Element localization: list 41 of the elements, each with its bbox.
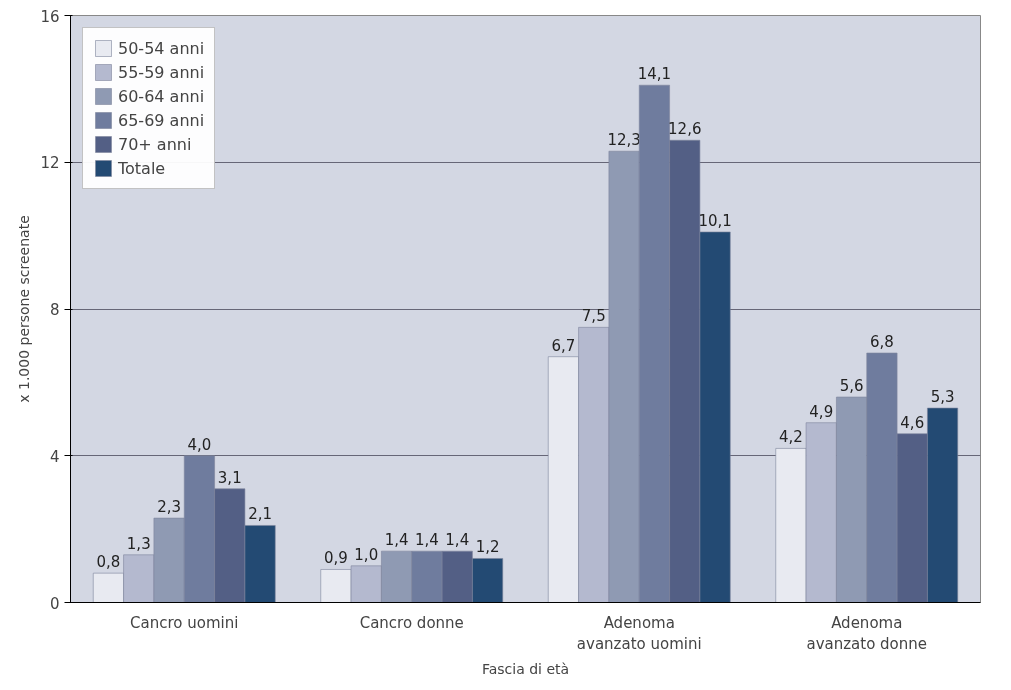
data-label: 1,4	[384, 531, 409, 550]
data-label: 7,5	[581, 307, 606, 326]
data-label: 3,1	[217, 468, 242, 487]
data-label: 4,6	[900, 413, 925, 432]
y-tick-label: 4	[49, 447, 60, 466]
y-tick-label: 0	[49, 594, 60, 613]
x-tick-label: Adenoma avanzato uomini	[576, 613, 702, 654]
x-tick-label: Cancro uomini	[130, 613, 239, 632]
data-label: 14,1	[637, 65, 672, 84]
data-label: 5,3	[930, 388, 955, 407]
y-tick-label: 8	[49, 301, 60, 319]
data-label: 1,3	[126, 534, 151, 553]
legend-label: 70+ anni	[118, 134, 192, 154]
legend-label: 55-59 anni	[118, 62, 205, 82]
data-label: 4,2	[778, 428, 803, 447]
y-axis-title: x 1.000 persone screenate	[16, 215, 33, 403]
data-label: 12,3	[607, 131, 641, 150]
legend-label: 65-69 anni	[118, 110, 205, 130]
x-tick-label: Adenoma avanzato donne	[806, 613, 928, 654]
data-label: 0,9	[323, 549, 348, 568]
data-label: 12,6	[668, 120, 702, 139]
data-label: 1,0	[354, 545, 379, 564]
data-label: 2,3	[157, 498, 182, 517]
data-label: 6,8	[869, 333, 894, 352]
y-tick-label: 12	[40, 154, 60, 173]
x-axis-title: Fascia di età	[481, 661, 570, 678]
data-label: 4,9	[809, 402, 834, 421]
data-label: 10,1	[698, 211, 732, 230]
data-label: 4,0	[187, 435, 212, 454]
data-label: 0,8	[96, 553, 121, 572]
y-tick-label: 16	[40, 7, 60, 26]
data-label: 1,2	[475, 538, 500, 557]
legend-label: Totale	[118, 158, 166, 178]
legend-label: 60-64 anni	[118, 86, 205, 106]
data-label: 1,4	[414, 531, 439, 550]
data-label: 1,4	[445, 531, 470, 550]
data-label: 5,6	[839, 377, 864, 396]
data-label: 6,7	[551, 336, 576, 355]
legend-label: 50-54 anni	[118, 38, 205, 58]
x-tick-label: Cancro donne	[359, 613, 464, 632]
data-label: 2,1	[248, 505, 273, 524]
